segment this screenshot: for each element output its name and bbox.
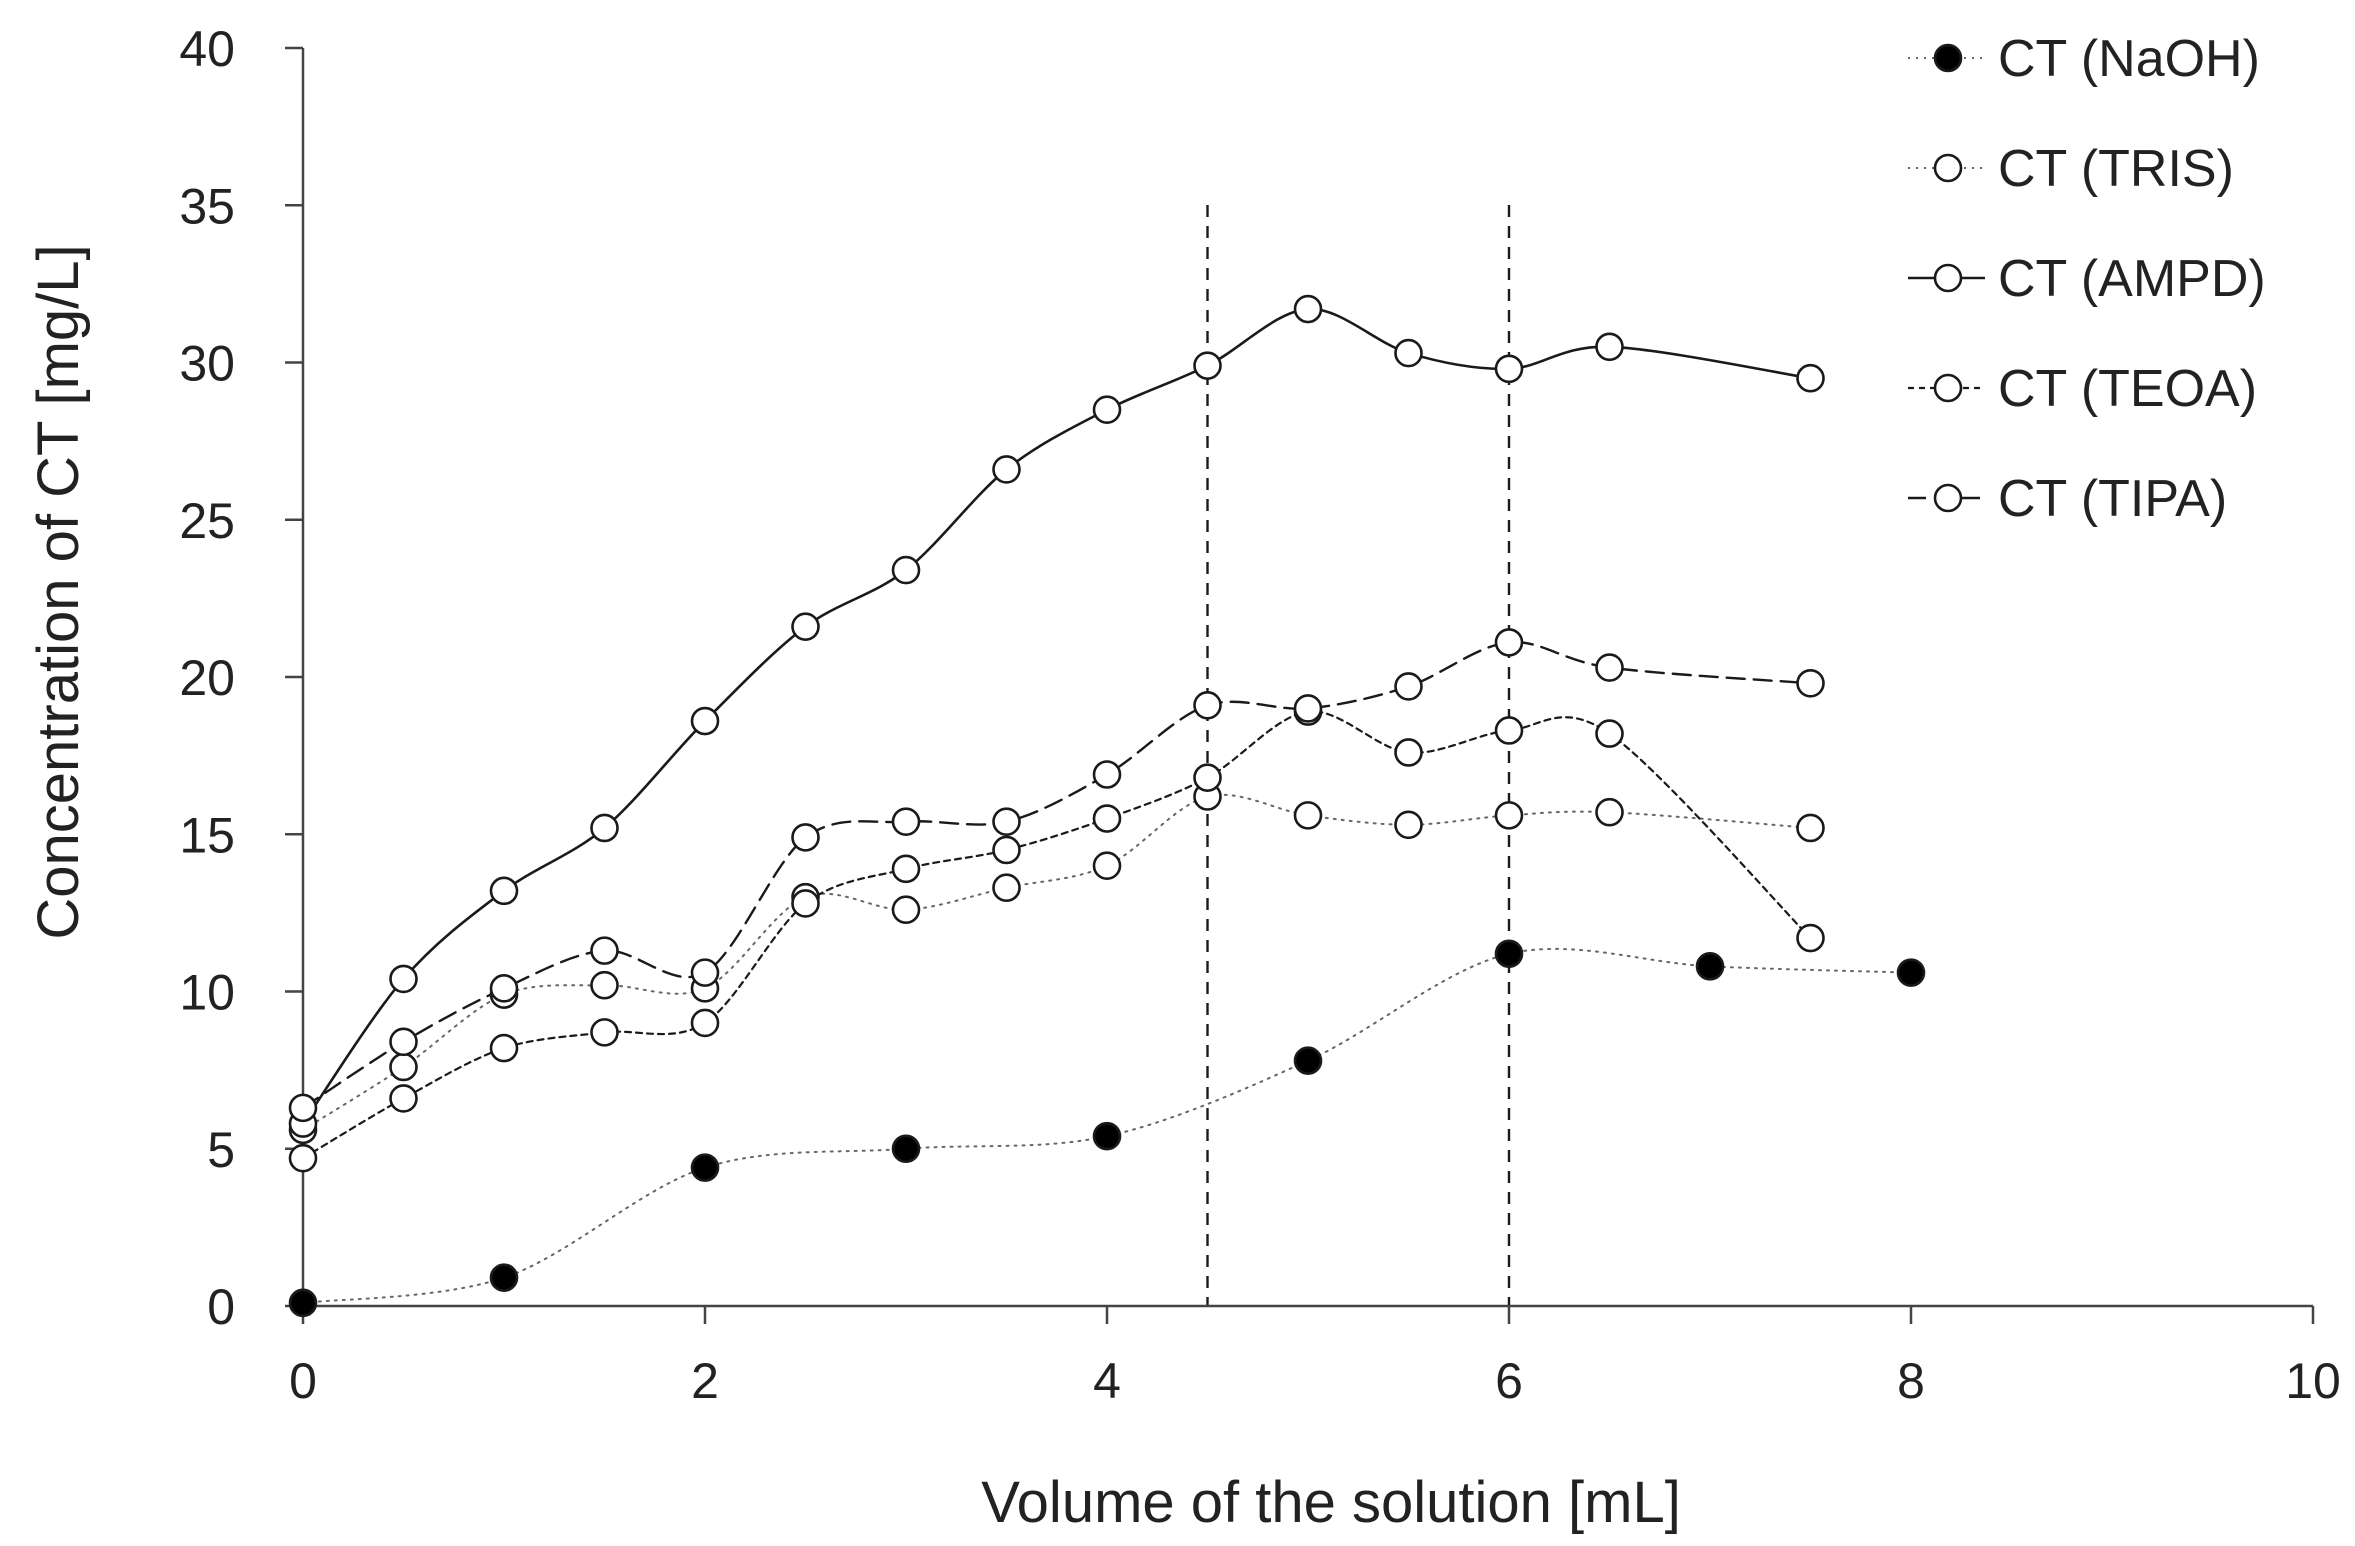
legend: CT (NaOH) CT (TRIS) CT (AMPD) CT (TEOA) CT (… — [1908, 30, 2266, 528]
data-point-ct-tipa — [891, 807, 921, 836]
data-point-ct-ampd — [1193, 351, 1222, 380]
data-point-ct-teoa — [891, 854, 921, 884]
y-tick-label: 5 — [207, 1122, 235, 1178]
y-tick-label: 30 — [179, 336, 235, 392]
data-point-ct-ampd — [1796, 363, 1825, 393]
data-point-ct-tris — [1293, 801, 1323, 830]
data-point-ct-naoh — [1695, 952, 1725, 981]
data-point-ct-tipa — [992, 807, 1021, 836]
data-point-ct-teoa — [1092, 804, 1122, 833]
data-point-ct-naoh — [690, 1153, 720, 1182]
data-point-ct-ampd — [1394, 338, 1423, 368]
data-point-ct-teoa — [690, 1008, 720, 1038]
data-point-ct-tipa — [288, 1093, 318, 1123]
data-point-ct-tipa — [1092, 760, 1122, 789]
x-tick-label: 8 — [1897, 1353, 1925, 1409]
data-point-ct-naoh — [891, 1134, 921, 1164]
axes-layer — [285, 46, 2315, 1324]
data-point-ct-ampd — [791, 612, 820, 641]
data-point-ct-naoh — [1092, 1121, 1122, 1151]
data-point-ct-tipa — [1595, 653, 1624, 682]
x-tick-label: 10 — [2285, 1353, 2341, 1409]
data-point-ct-teoa — [288, 1143, 318, 1173]
x-axis-title: Volume of the solution [mL] — [981, 1470, 1681, 1535]
data-point-ct-tipa — [1494, 628, 1524, 657]
y-tick-label: 10 — [179, 965, 235, 1021]
data-point-ct-tipa — [489, 974, 519, 1003]
data-point-ct-teoa — [1394, 738, 1423, 767]
series-line-ct-teoa — [301, 710, 1812, 1160]
y-tick-label: 40 — [179, 21, 235, 77]
x-tick-label: 6 — [1495, 1353, 1523, 1409]
data-point-ct-teoa — [1193, 763, 1222, 792]
data-point-ct-tris — [389, 1052, 418, 1082]
reference-lines-layer — [1206, 205, 1511, 1306]
legend-label-ct-tipa: CT (TIPA) — [1998, 470, 2227, 528]
legend-marker-ct-ampd — [1933, 263, 1963, 293]
data-point-ct-teoa — [791, 889, 820, 918]
data-point-ct-ampd — [1595, 332, 1624, 362]
data-point-ct-teoa — [992, 835, 1021, 865]
data-point-ct-teoa — [389, 1084, 418, 1113]
x-tick-label: 0 — [289, 1353, 317, 1409]
data-point-ct-teoa — [1494, 716, 1524, 745]
x-tick-label: 4 — [1093, 1353, 1121, 1409]
data-point-ct-tris — [1796, 813, 1825, 843]
data-point-ct-ampd — [992, 455, 1021, 484]
data-point-ct-ampd — [1092, 395, 1122, 424]
data-point-ct-naoh — [288, 1288, 318, 1318]
data-point-ct-teoa — [489, 1033, 519, 1063]
data-point-ct-tris — [1092, 851, 1122, 881]
legend-label-ct-naoh: CT (NaOH) — [1998, 30, 2260, 88]
data-point-ct-teoa — [590, 1018, 619, 1047]
legend-marker-ct-naoh — [1933, 43, 1963, 73]
data-point-ct-naoh — [1293, 1046, 1323, 1075]
data-point-ct-naoh — [489, 1263, 519, 1292]
data-point-ct-ampd — [690, 706, 720, 736]
data-point-ct-ampd — [891, 555, 921, 585]
data-point-ct-tris — [1595, 797, 1624, 827]
data-point-ct-ampd — [590, 813, 619, 843]
data-point-ct-tris — [1494, 801, 1524, 830]
y-tick-label: 0 — [207, 1279, 235, 1335]
data-point-ct-ampd — [389, 964, 418, 994]
series-line-ct-ampd — [301, 307, 1812, 1125]
legend-label-ct-teoa: CT (TEOA) — [1998, 360, 2257, 418]
tick-labels-layer: 0 5 10 15 20 25 30 35 40 0 2 4 6 8 10 — [179, 21, 2340, 1409]
data-point-ct-tipa — [590, 936, 619, 965]
data-point-ct-teoa — [1796, 923, 1825, 953]
data-point-ct-tris — [590, 970, 619, 1000]
series-line-ct-naoh — [302, 947, 1912, 1304]
data-point-ct-naoh — [1896, 958, 1926, 987]
data-point-ct-tipa — [1193, 691, 1222, 720]
series-line-ct-tris — [302, 793, 1812, 1131]
x-tick-label: 2 — [691, 1353, 719, 1409]
data-point-ct-tris — [891, 895, 921, 925]
data-point-ct-tipa — [1796, 668, 1825, 698]
legend-label-ct-tris: CT (TRIS) — [1998, 140, 2234, 198]
data-point-ct-teoa — [1595, 719, 1624, 748]
y-tick-label: 15 — [179, 807, 235, 863]
legend-label-ct-ampd: CT (AMPD) — [1998, 250, 2266, 308]
series-markers-layer — [288, 294, 1926, 1318]
data-point-ct-tris — [1394, 810, 1423, 840]
y-tick-label: 25 — [179, 493, 235, 549]
data-point-ct-tipa — [389, 1027, 418, 1057]
data-point-ct-ampd — [1494, 354, 1524, 384]
legend-marker-ct-tipa — [1933, 483, 1963, 513]
data-point-ct-tris — [992, 873, 1021, 903]
data-point-ct-tipa — [1394, 672, 1423, 701]
data-point-ct-ampd — [1293, 294, 1323, 324]
legend-marker-ct-tris — [1933, 153, 1963, 183]
data-point-ct-tipa — [1293, 694, 1323, 723]
legend-marker-ct-teoa — [1933, 373, 1963, 403]
y-tick-label: 20 — [179, 650, 235, 706]
data-point-ct-tipa — [791, 823, 820, 852]
data-point-ct-naoh — [1494, 939, 1524, 969]
y-tick-label: 35 — [179, 178, 235, 234]
data-point-ct-tipa — [690, 958, 720, 987]
y-axis-title: Concentration of CT [mg/L] — [26, 244, 91, 939]
data-point-ct-ampd — [489, 876, 519, 906]
